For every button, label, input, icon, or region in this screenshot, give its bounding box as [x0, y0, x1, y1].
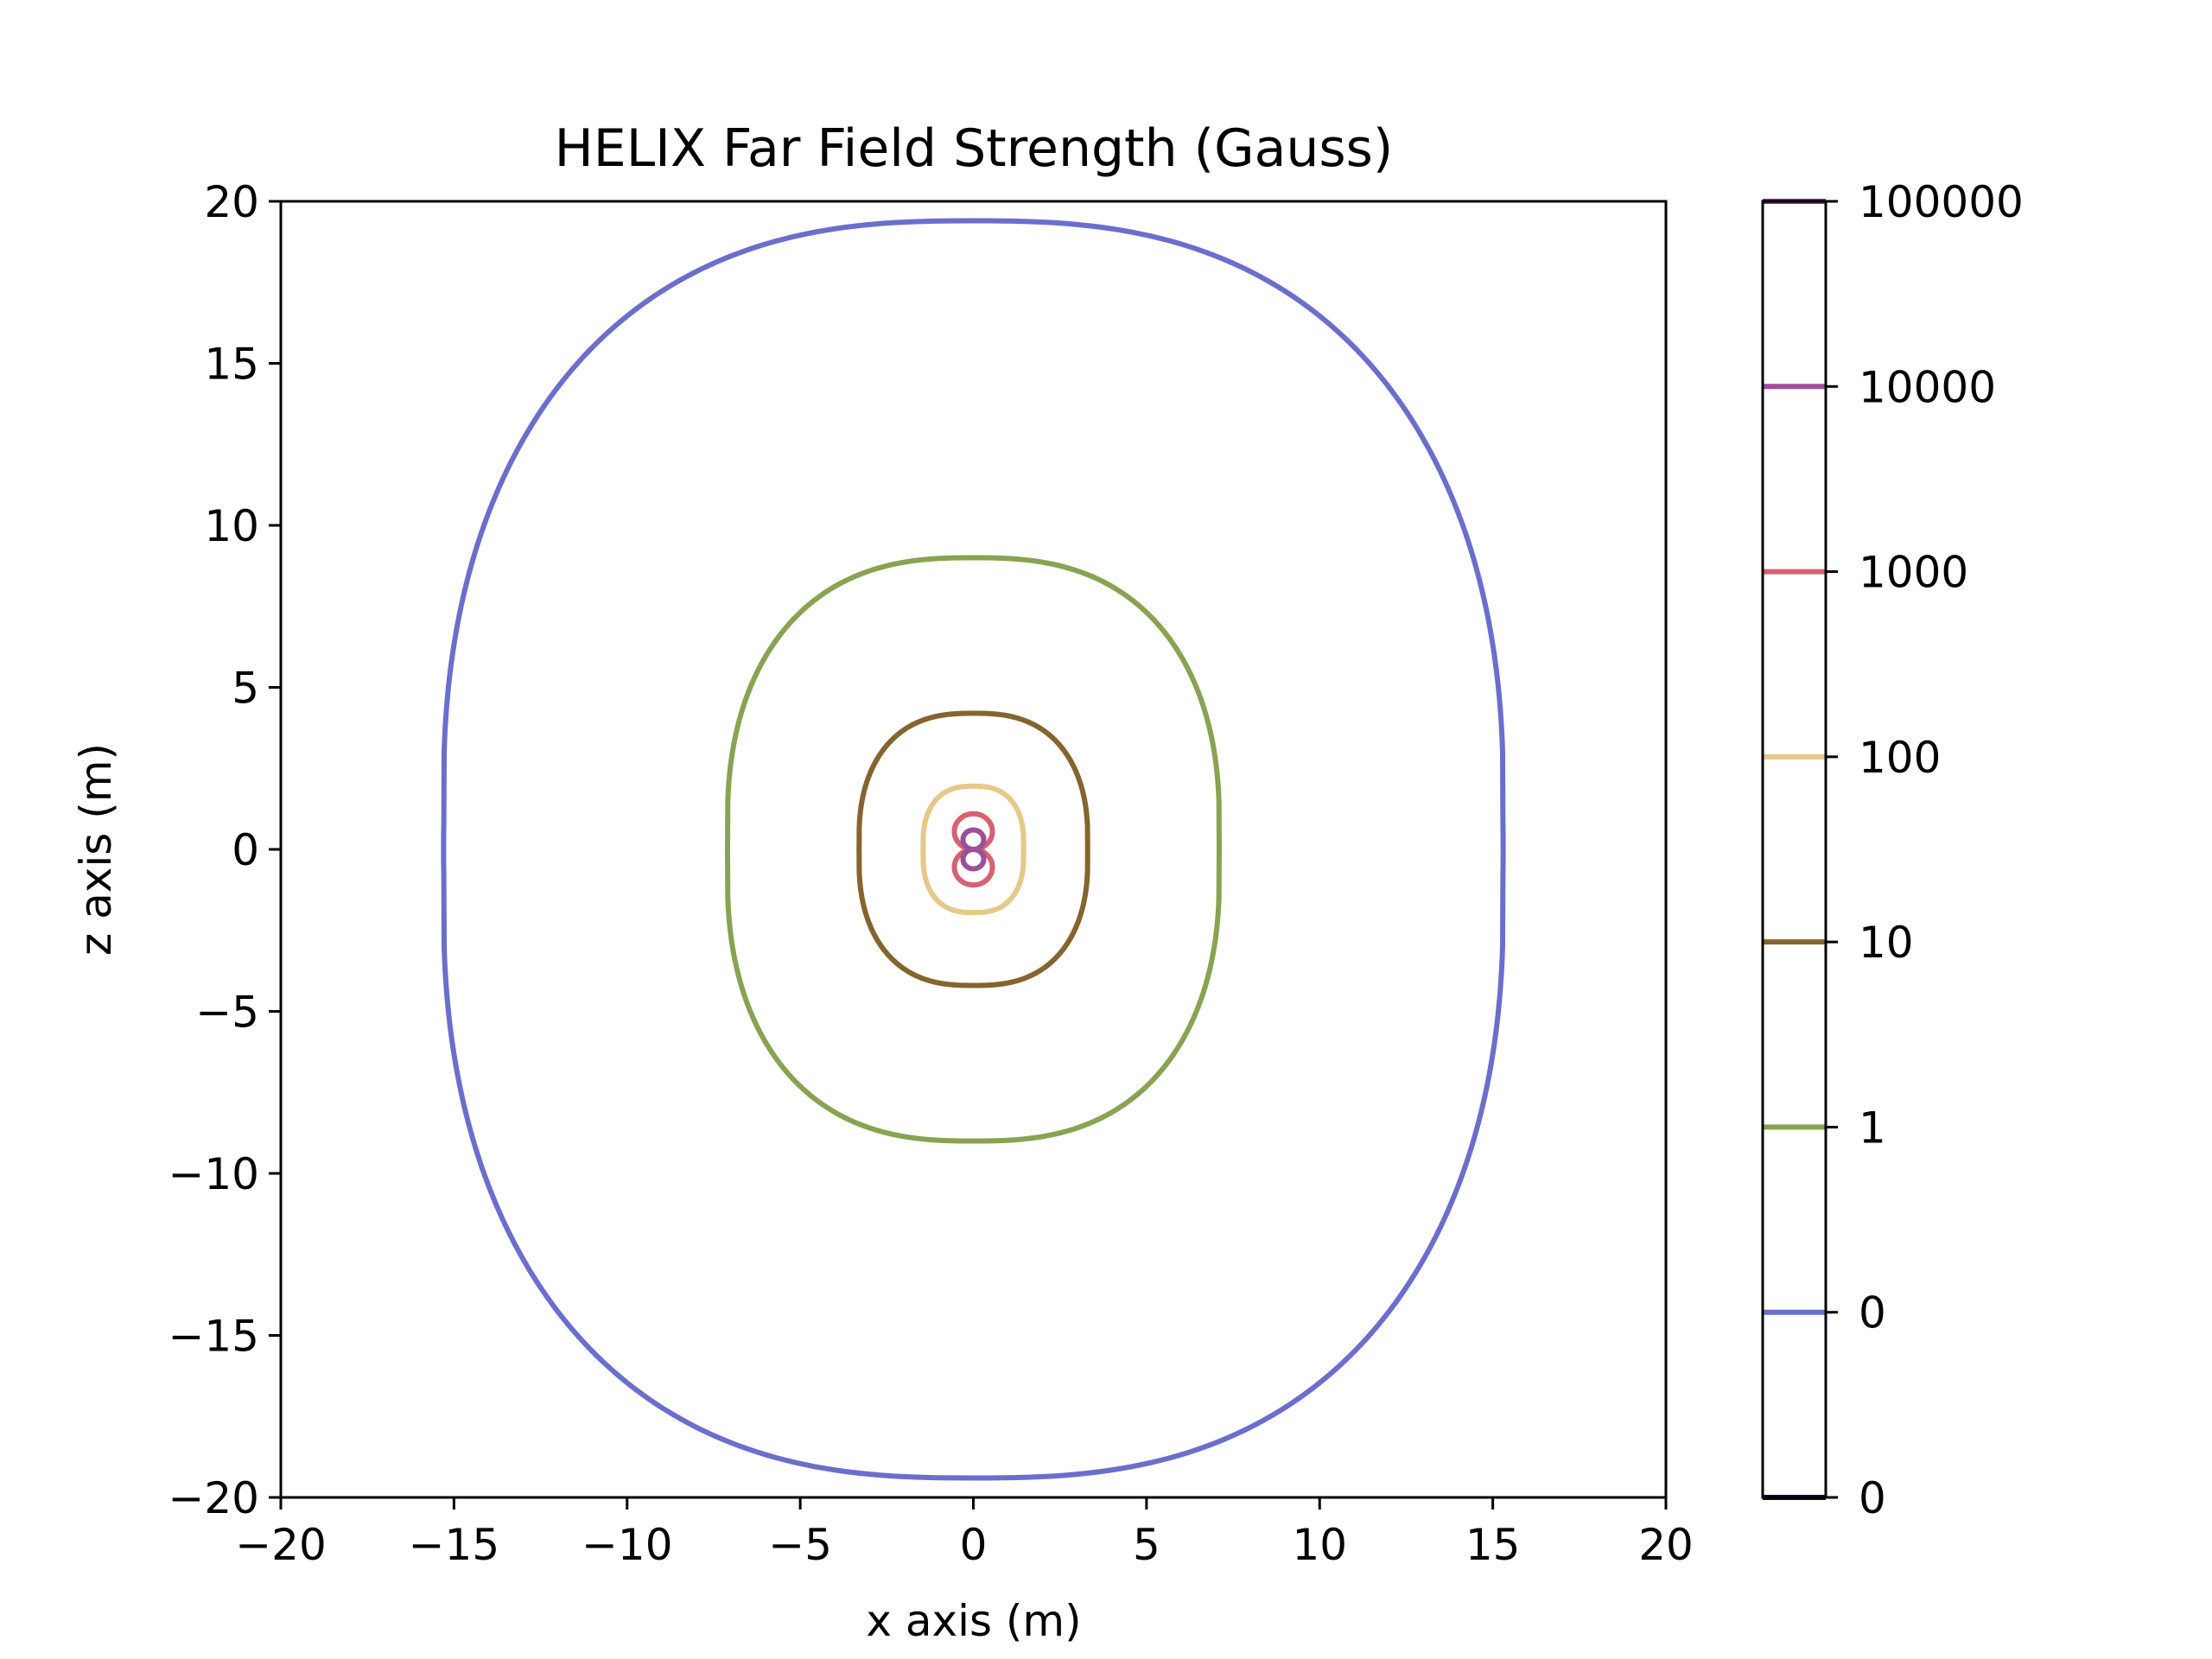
x-tick-label: 5	[1133, 1520, 1160, 1570]
contour-line-100	[920, 783, 1027, 916]
colorbar-tick-label: 10000	[1859, 362, 1996, 412]
contour-line-1	[724, 555, 1223, 1144]
colorbar: 0 0 1 10 100 1000 10000 100000	[1761, 177, 2024, 1523]
y-tick-label: 5	[232, 664, 259, 714]
y-tick-label: −20	[168, 1473, 259, 1523]
colorbar-tick-label: 0	[1859, 1288, 1886, 1338]
x-tick-label: 10	[1292, 1520, 1347, 1570]
colorbar-frame	[1761, 200, 1827, 1499]
y-tick-label: 10	[204, 501, 259, 551]
x-tick-label: −15	[409, 1520, 500, 1570]
y-tick-label: −5	[195, 988, 259, 1038]
y-tick-label: −15	[168, 1312, 259, 1362]
x-tick-label: 0	[960, 1520, 988, 1570]
y-tick-label: 20	[204, 177, 259, 227]
x-tick-label: 15	[1465, 1520, 1521, 1570]
x-tick-label: −10	[582, 1520, 673, 1570]
x-tick-label: −5	[768, 1520, 832, 1570]
chart-title: HELIX Far Field Strength (Gauss)	[555, 118, 1394, 179]
plot-area	[279, 200, 1668, 1499]
y-axis-label: z axis (m)	[71, 743, 121, 956]
x-tick-label: 20	[1638, 1520, 1694, 1570]
contour-line-10	[856, 710, 1090, 988]
contour-line-10000-lobe	[960, 847, 987, 872]
colorbar-tick-label: 1	[1859, 1103, 1886, 1153]
colorbar-tick-label: 1000	[1859, 548, 1968, 598]
y-tick-label: 15	[204, 340, 259, 390]
colorbar-tick-label: 100	[1859, 733, 1941, 783]
colorbar-tick-label: 0	[1859, 1473, 1886, 1523]
contour-lines	[441, 218, 1506, 1481]
x-axis-label: x axis (m)	[866, 1596, 1081, 1646]
y-axis-ticks: −20 −15 −10 −5 0 5 10 15 20	[168, 177, 281, 1523]
colorbar-ticks: 0 0 1 10 100 1000 10000 100000	[1826, 177, 2024, 1523]
colorbar-tick-label: 10	[1859, 918, 1914, 968]
y-tick-label: 0	[232, 825, 259, 875]
x-tick-label: −20	[235, 1520, 327, 1570]
colorbar-tick-label: 100000	[1859, 177, 2024, 227]
x-axis-ticks: −20 −15 −10 −5 0 5 10 15 20	[235, 1497, 1694, 1570]
contour-line-0	[441, 218, 1506, 1481]
y-tick-label: −10	[168, 1149, 259, 1199]
